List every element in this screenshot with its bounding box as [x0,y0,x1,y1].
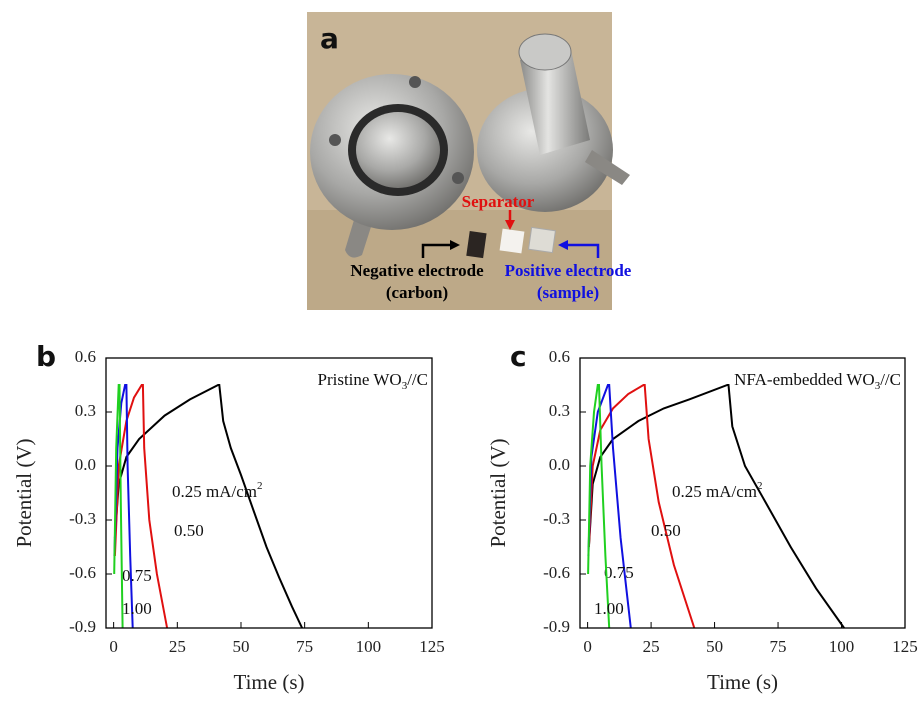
series-label-text: 0.50 [651,521,681,540]
series-label-superscript: 2 [757,480,763,492]
series-line [113,384,304,629]
x-tick-label: 100 [829,637,855,656]
x-axis-title: Time (s) [234,670,305,694]
x-tick-label: 125 [419,637,445,656]
plot-frame [105,357,433,629]
chart: c -0.9 -0.6 -0.3 0.0 0.3 0.6 0 25 50 75 100 125 0.25 … [486,340,918,694]
y-tick-label: -0.6 [543,563,570,582]
arrowhead [558,240,568,250]
series-label-text: 0.25 mA/cm [672,482,757,501]
x-tick-label: 75 [296,637,313,656]
series-label-text: 1.00 [122,599,152,618]
note-text: //C [407,370,428,389]
series-label: 0.25 mA/cm2 [172,480,263,501]
panel-label: c [510,340,527,373]
y-tick-label: 0.6 [75,347,96,366]
series-line [587,384,632,629]
x-tick-label: 75 [770,637,787,656]
carbon-electrode [466,231,487,259]
series-line [587,384,696,629]
arrowhead [505,220,515,230]
y-tick-label: 0.0 [75,455,96,474]
x-axis-title: Time (s) [707,670,778,694]
y-tick-label: -0.3 [543,509,570,528]
cell-cup [356,112,440,188]
series-label-text: 0.75 [122,566,152,585]
hole [409,76,421,88]
note-text: Pristine WO [317,370,401,389]
x-tick-label: 0 [583,637,592,656]
cylinder-top [518,33,572,71]
y-axis-title: Potential (V) [12,438,36,547]
arrow [566,243,600,258]
series-label-text: 1.00 [594,599,624,618]
x-tick-label: 100 [356,637,382,656]
y-tick-label: -0.3 [69,509,96,528]
tab [585,150,630,185]
series-label-text: 0.50 [174,521,204,540]
separator-piece [499,228,525,254]
note: NFA-embedded WO3//C [734,370,901,392]
note-subscript: 3 [875,380,881,392]
sample-electrode [528,226,556,254]
note-text: //C [880,370,901,389]
series-label-superscript: 2 [257,480,263,492]
series-line [587,384,845,629]
photo-label: Positive electrode [505,261,632,280]
series-line [113,384,169,629]
arrow [421,243,452,258]
y-tick-label: 0.6 [549,347,570,366]
y-axis-title: Potential (V) [486,438,510,547]
x-tick-label: 0 [109,637,118,656]
note: Pristine WO3//C [317,370,428,392]
series-label: 0.75 [604,563,634,582]
cylinder [520,45,590,155]
x-tick-label: 50 [706,637,723,656]
y-tick-label: -0.9 [69,617,96,636]
x-tick-label: 25 [643,637,660,656]
y-tick-label: -0.9 [543,617,570,636]
panel-label: a [320,22,339,55]
series-line [113,384,134,629]
y-tick-label: 0.0 [549,455,570,474]
arrowhead [450,240,460,250]
series-label: 0.25 mA/cm2 [672,480,763,501]
y-tick-label: 0.3 [75,401,96,420]
series-label: 1.00 [594,599,624,618]
hole [452,172,464,184]
series-label: 1.00 [122,599,152,618]
y-tick-label: 0.3 [549,401,570,420]
panel-label: b [36,340,56,373]
series-label: 0.75 [122,566,152,585]
y-tick-label: -0.6 [69,563,96,582]
photo-label: (sample) [537,283,599,302]
chart: b -0.9 -0.6 -0.3 0.0 0.3 0.6 0 25 50 75 100 125 0.25 … [12,340,445,694]
series-label-text: 0.75 [604,563,634,582]
hole [329,134,341,146]
x-tick-label: 125 [892,637,918,656]
series-line [587,384,611,629]
photo-label: Separator [462,192,535,211]
photo-label: Negative electrode [350,261,484,280]
x-tick-label: 25 [169,637,186,656]
x-tick-label: 50 [232,637,249,656]
note-text: NFA-embedded WO [734,370,875,389]
plot-frame [579,357,906,629]
series-label: 0.50 [651,521,681,540]
series-label-text: 0.25 mA/cm [172,482,257,501]
note-subscript: 3 [402,380,408,392]
series-label: 0.50 [174,521,204,540]
photo: a Separator Negative electrode (carbon) … [307,12,632,310]
photo-label: (carbon) [386,283,448,302]
series-line [113,384,124,629]
